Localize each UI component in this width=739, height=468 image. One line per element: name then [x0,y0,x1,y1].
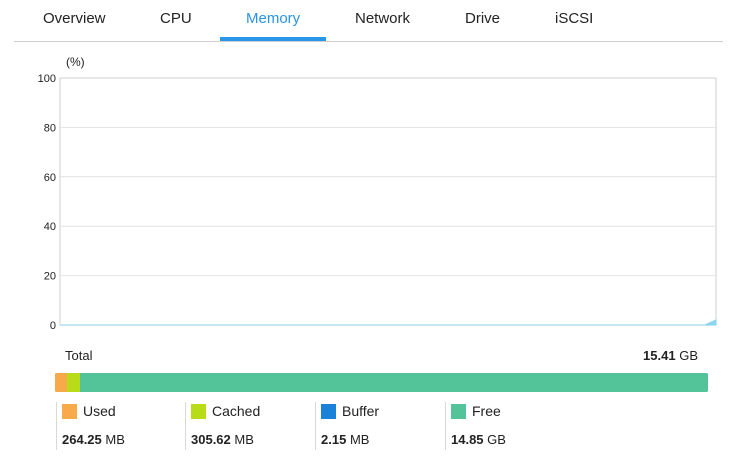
memory-bar-segment-free [79,373,708,392]
memory-usage-chart: 100 80 60 40 20 0 [38,73,717,332]
tab-iscsi[interactable]: iSCSI [555,10,594,27]
memory-bar-segment-cached [67,373,80,392]
buffer-swatch [321,404,336,419]
tab-cpu[interactable]: CPU [160,10,192,27]
y-tick-label: 80 [44,122,56,134]
chart-unit-label: (%) [66,55,85,69]
buffer-label: Buffer [342,403,380,419]
cached-value-number: 305.62 [191,432,231,447]
cached-label: Cached [212,403,261,419]
tab-overview[interactable]: Overview [43,10,106,27]
free-label: Free [472,403,501,419]
legend-buffer: Buffer 2.15 MB [315,402,440,450]
cached-value-unit: MB [234,432,254,447]
memory-usage-bar [55,373,708,392]
memory-bar-segment-used [55,373,67,392]
free-value: 14.85 GB [451,432,506,447]
total-value-unit: GB [679,348,698,363]
tab-bar: Overview CPU Memory Network Drive iSCSI [14,0,723,42]
y-tick-label: 0 [50,320,56,332]
y-tick-label: 100 [38,73,56,85]
used-value: 264.25 MB [62,432,125,447]
active-tab-indicator [220,37,326,41]
y-tick-label: 40 [44,221,56,233]
cached-swatch [191,404,206,419]
used-value-unit: MB [105,432,125,447]
y-tick-label: 20 [44,271,56,283]
used-swatch [62,404,77,419]
free-swatch [451,404,466,419]
total-value: 15.41 GB [643,348,698,363]
tab-memory[interactable]: Memory [246,10,301,27]
series-area [60,319,717,326]
tab-network[interactable]: Network [355,10,411,27]
buffer-value: 2.15 MB [321,432,369,447]
used-value-number: 264.25 [62,432,102,447]
legend-cached: Cached 305.62 MB [185,402,310,450]
y-tick-label: 60 [44,172,56,184]
buffer-value-unit: MB [349,432,370,447]
plot-area-border [59,77,717,326]
used-label: Used [83,403,116,419]
legend-free: Free 14.85 GB [445,402,570,450]
free-value-number: 14.85 [451,432,484,447]
total-value-number: 15.41 [643,348,676,363]
tab-drive[interactable]: Drive [465,10,501,27]
total-label: Total [65,348,93,363]
free-value-unit: GB [487,432,506,447]
buffer-value-number: 2.15 [321,432,347,447]
legend-used: Used 264.25 MB [56,402,181,450]
cached-value: 305.62 MB [191,432,254,447]
